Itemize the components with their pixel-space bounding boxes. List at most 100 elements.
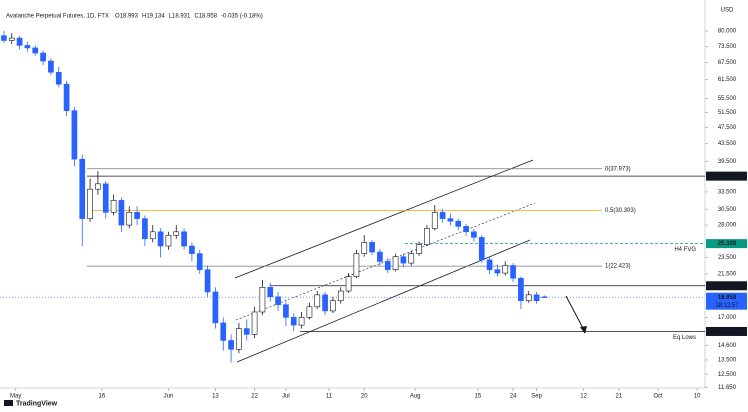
countdown: 18:12:57: [715, 303, 739, 309]
candle: [306, 302, 313, 320]
candle: [463, 223, 469, 236]
channel-lower: [236, 239, 531, 363]
candle: [165, 231, 172, 250]
candle: [16, 35, 23, 50]
logo: TradingView: [4, 400, 58, 407]
candle-body: [16, 37, 23, 46]
price-line-note: H4 FVG: [674, 247, 696, 253]
candle: [251, 306, 258, 339]
chart-title: Avalanche Perpetual Futures, 1D, FTX: [6, 14, 109, 20]
candle: [392, 253, 399, 272]
candle-body: [369, 242, 375, 253]
candle-body: [173, 231, 180, 236]
logo-mark: [4, 400, 13, 406]
candle-body: [259, 286, 266, 313]
candle-body: [55, 71, 62, 85]
candle: [267, 282, 274, 302]
candle: [110, 194, 117, 216]
candle-body: [337, 290, 344, 302]
candle: [63, 81, 70, 117]
fib-label: 0.5(30.303): [605, 208, 636, 214]
candle: [102, 181, 109, 219]
candle: [330, 296, 336, 314]
candle-body: [471, 231, 477, 238]
candle: [400, 253, 407, 268]
candle-body: [204, 269, 211, 293]
fib-label: 1(22.423): [605, 264, 631, 270]
candle: [494, 264, 501, 277]
x-tick-label: 20: [361, 394, 368, 400]
y-tick-label: 13.500: [718, 358, 737, 364]
candle-body: [157, 231, 164, 247]
candle: [353, 249, 360, 279]
candle: [126, 206, 133, 229]
y-tick-label: 73.500: [718, 44, 737, 50]
candle-body: [251, 311, 258, 335]
y-tick-label: 43.500: [718, 141, 737, 147]
candle: [134, 206, 140, 226]
candle-body: [87, 188, 93, 219]
candle: [486, 257, 493, 274]
candle: [32, 45, 39, 56]
candle: [322, 291, 328, 316]
candle: [48, 58, 54, 76]
candle-body: [165, 234, 172, 247]
candle-body: [400, 256, 407, 264]
candle-body: [314, 294, 321, 308]
candle: [181, 228, 187, 250]
candle-body: [408, 253, 415, 264]
ohlc-legend: L18.931: [169, 14, 191, 20]
candle: [236, 322, 242, 354]
candle-body: [1, 35, 7, 41]
candle: [424, 225, 430, 247]
arrow-head: [580, 326, 587, 334]
candle-body: [196, 253, 203, 270]
currency: USD: [721, 8, 734, 14]
y-tick-label: 39.500: [718, 159, 737, 165]
candle-body: [392, 256, 399, 270]
candle: [149, 225, 156, 243]
candle: [142, 215, 148, 247]
price-label: 20.165: [718, 283, 737, 289]
x-tick-label: 12: [580, 394, 587, 400]
candle: [55, 66, 62, 88]
x-tick-label: 22: [251, 394, 258, 400]
candle-body: [181, 231, 187, 247]
candle: [471, 229, 477, 242]
y-tick-label: 12.500: [718, 372, 737, 378]
ohlc-legend: -0.035 (-0.18%): [221, 14, 263, 20]
y-tick-label: 55.500: [718, 96, 737, 102]
candle-body: [212, 291, 219, 324]
candle-body: [502, 265, 509, 274]
price-label-box: [706, 281, 747, 291]
candle-body: [8, 37, 15, 41]
candle: [298, 311, 305, 329]
candle: [275, 291, 281, 311]
candle-body: [189, 245, 195, 254]
candle-body: [110, 200, 117, 213]
candle-body: [71, 110, 78, 160]
candle: [173, 225, 180, 239]
candle: [283, 301, 289, 327]
candle-body: [243, 328, 250, 335]
x-tick-label: 15: [474, 394, 481, 400]
candle: [24, 41, 31, 52]
fib-label: 0(37.973): [605, 166, 631, 172]
candle-body: [118, 200, 125, 226]
candle-body: [63, 83, 70, 111]
candle: [314, 291, 321, 309]
candle-body: [134, 212, 140, 219]
candle-body: [306, 306, 313, 318]
price-label: 36.488: [718, 174, 737, 180]
candle: [228, 334, 234, 363]
candle: [1, 30, 7, 43]
candle: [71, 107, 78, 167]
y-tick-label: 21.500: [718, 271, 737, 277]
candle-body: [48, 60, 54, 73]
price-label: 15.749: [718, 329, 737, 335]
candle-body: [525, 294, 532, 302]
x-tick-label: Sep: [531, 394, 542, 400]
candle: [220, 317, 227, 351]
candle-body: [510, 265, 516, 279]
